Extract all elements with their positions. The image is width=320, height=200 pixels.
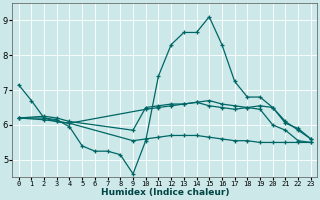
X-axis label: Humidex (Indice chaleur): Humidex (Indice chaleur) [100,188,229,197]
